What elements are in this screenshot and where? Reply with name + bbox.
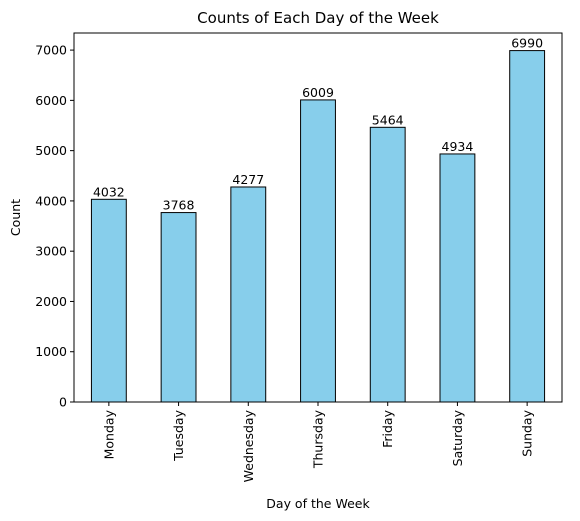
bar-sunday xyxy=(509,50,546,403)
y-tick-label: 1000 xyxy=(35,344,67,359)
x-tick-label-tuesday: Tuesday xyxy=(171,409,186,461)
data-label-tuesday: 3768 xyxy=(163,198,195,213)
y-tick-label: 7000 xyxy=(35,43,67,58)
x-tick-label-thursday: Thursday xyxy=(311,409,326,469)
x-axis: Monday Tuesday Wednesday Thursday Friday Satu… xyxy=(101,402,535,482)
y-tick-label: 4000 xyxy=(35,193,67,208)
x-tick-label-monday: Monday xyxy=(101,409,116,459)
y-tick-label: 6000 xyxy=(35,93,67,108)
bar-wednesday xyxy=(230,186,267,403)
data-label-monday: 4032 xyxy=(93,184,125,199)
plot-frame xyxy=(73,32,563,403)
y-axis: 0 1000 2000 3000 4000 5000 6000 7000 xyxy=(35,43,74,410)
x-tick-label-wednesday: Wednesday xyxy=(241,409,256,482)
x-tick-label-saturday: Saturday xyxy=(450,409,465,466)
x-tick-label-sunday: Sunday xyxy=(520,409,535,456)
x-tick-label-friday: Friday xyxy=(380,409,395,447)
y-tick-label: 5000 xyxy=(35,143,67,158)
y-tick-label: 2000 xyxy=(35,294,67,309)
data-label-wednesday: 4277 xyxy=(232,172,264,187)
bar-saturday xyxy=(439,153,476,403)
bars-group xyxy=(90,50,546,403)
data-label-sunday: 6990 xyxy=(511,36,543,51)
data-labels-group: 4032 3768 4277 6009 5464 4934 6990 xyxy=(93,36,543,213)
data-label-friday: 5464 xyxy=(372,112,404,127)
bar-monday xyxy=(90,198,127,403)
y-axis-label: Count xyxy=(8,199,23,236)
x-axis-label: Day of the Week xyxy=(266,496,370,511)
bar-thursday xyxy=(300,99,336,403)
bar-friday xyxy=(369,126,406,403)
data-label-thursday: 6009 xyxy=(302,85,334,100)
y-tick-label: 0 xyxy=(59,395,67,410)
data-label-saturday: 4934 xyxy=(442,139,474,154)
y-tick-label: 3000 xyxy=(35,244,67,259)
bar-tuesday xyxy=(160,212,197,403)
chart-title: Counts of Each Day of the Week xyxy=(197,9,439,27)
